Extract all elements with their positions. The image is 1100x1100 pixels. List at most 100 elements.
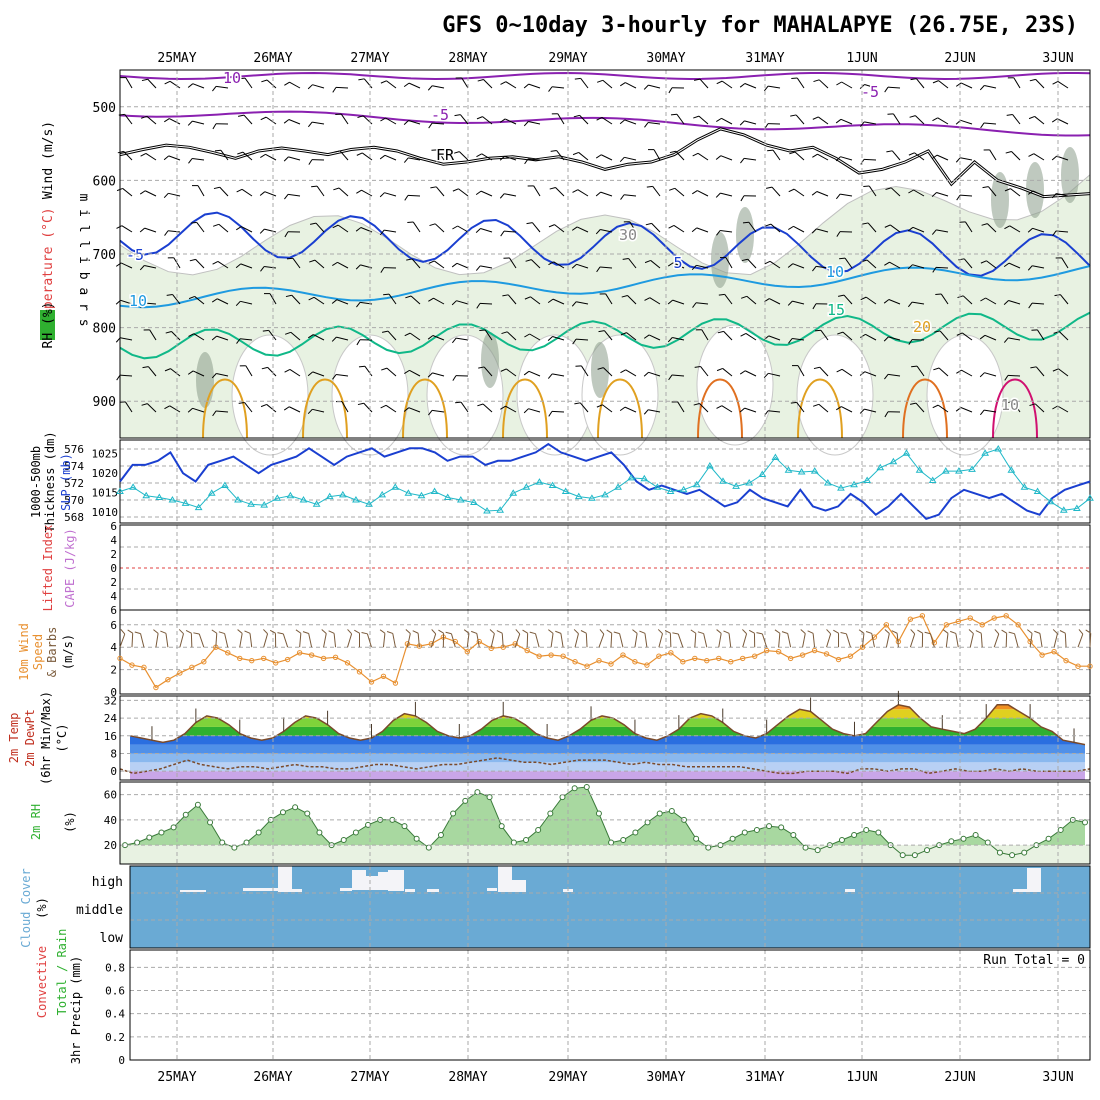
run-total-label: Run Total = 0 xyxy=(983,953,1085,968)
surface-wind-barb-flag xyxy=(690,629,697,634)
upper-wind-barb-flag xyxy=(572,151,579,156)
wind-speed-marker xyxy=(883,622,890,628)
upper-ylabel-temp: Temperature (°C) xyxy=(41,207,56,332)
slp-line xyxy=(119,442,1091,521)
upper-wind-barb xyxy=(578,152,589,161)
wind10m-panel: 0 2 4 6 10m Wind Speed & Barbs (m/s) xyxy=(17,609,1093,699)
upper-wind-barb-flag xyxy=(261,79,268,83)
upper-wind-barb xyxy=(435,186,445,197)
upper-wind-barb-flag xyxy=(787,263,794,268)
upper-wind-barb xyxy=(1061,257,1069,269)
upper-wind-barb xyxy=(336,336,349,341)
upper-wind-barb-flag xyxy=(502,294,509,297)
upper-ytick-label: 800 xyxy=(93,322,116,337)
upper-wind-barb xyxy=(433,297,445,305)
rh-marker xyxy=(766,823,773,830)
upper-wind-barb xyxy=(459,151,469,161)
upper-wind-barb-flag xyxy=(813,79,820,83)
upper-wind-barb xyxy=(144,190,157,197)
upper-wind-barb-flag xyxy=(908,339,913,345)
upper-wind-barb xyxy=(245,365,253,377)
rh-marker xyxy=(644,819,651,826)
upper-wind-barb xyxy=(121,225,133,233)
thickness-tick: 574 xyxy=(64,460,84,473)
warm-contour xyxy=(502,378,548,439)
surface-wind-barb-flag xyxy=(379,629,386,634)
rh-marker xyxy=(1009,852,1016,859)
upper-wind-barb-flag xyxy=(884,374,889,380)
wind-speed-marker xyxy=(536,653,542,659)
upper-wind-barb xyxy=(936,154,949,161)
surface-wind-barb xyxy=(263,633,269,648)
upper-wind-barb xyxy=(168,192,181,197)
wind-speed-marker xyxy=(201,659,207,665)
upper-wind-barb-flag xyxy=(646,185,653,188)
upper-wind-barb-flag xyxy=(548,224,555,228)
upper-wind-barb-flag xyxy=(958,258,965,261)
top-date-label: 1JUN xyxy=(846,51,877,66)
surface-wind-barb-flag xyxy=(445,631,452,635)
upper-wind-barb-flag xyxy=(764,260,771,265)
upper-wind-barb xyxy=(264,191,277,197)
upper-wind-barb-flag xyxy=(523,83,529,89)
cloud-patch xyxy=(487,888,497,891)
surface-wind-barb xyxy=(861,633,865,648)
temp-ylabel-part: (6hr Min/Max) xyxy=(39,691,53,785)
upper-wind-barb-flag xyxy=(139,190,146,195)
rh-marker xyxy=(158,829,165,836)
upper-wind-barb xyxy=(144,227,157,233)
upper-wind-barb xyxy=(576,263,589,269)
wind-ylabel-d: (m/s) xyxy=(61,634,75,670)
precip-ylabel-b: Total / Rain xyxy=(55,929,69,1016)
upper-wind-barb xyxy=(482,116,493,125)
upper-wind-barb-flag xyxy=(883,336,889,342)
surface-wind-barb-flag xyxy=(716,629,722,634)
upper-wind-barb xyxy=(363,78,373,89)
thickness-marker xyxy=(548,481,557,489)
surface-wind-barb xyxy=(896,633,899,648)
upper-wind-barb xyxy=(408,157,421,161)
upper-wind-barb-flag xyxy=(1051,193,1057,199)
upper-wind-barb xyxy=(340,113,349,125)
upper-wind-barb-flag xyxy=(260,153,266,158)
surface-wind-barb-flag xyxy=(515,629,521,635)
upper-wind-barb-flag xyxy=(499,193,505,199)
upper-wind-barb xyxy=(841,406,853,413)
upper-wind-barb xyxy=(529,333,541,341)
upper-wind-barb-flag xyxy=(379,192,385,198)
upper-ytick-label: 700 xyxy=(93,248,116,263)
upper-wind-barb xyxy=(240,338,253,341)
upper-wind-barb-flag xyxy=(260,266,265,272)
upper-wind-barb xyxy=(575,338,589,341)
upper-wind-barb xyxy=(1035,79,1045,89)
upper-wind-barb-flag xyxy=(380,117,386,122)
surface-wind-barb-flag xyxy=(756,632,763,635)
upper-wind-barb-flag xyxy=(142,366,149,369)
upper-wind-barb-flag xyxy=(644,259,651,264)
upper-wind-barb xyxy=(147,78,157,89)
thickness-marker xyxy=(1007,466,1016,473)
surface-wind-barb xyxy=(969,633,974,648)
surface-wind-barb xyxy=(598,633,605,648)
rh-marker xyxy=(838,837,845,844)
upper-wind-barb xyxy=(125,401,133,413)
upper-wind-barb-flag xyxy=(572,338,577,345)
upper-wind-barb-flag xyxy=(812,403,819,407)
upper-wind-barb xyxy=(457,225,469,233)
upper-wind-barb-flag xyxy=(862,222,869,225)
upper-wind-barb xyxy=(338,187,349,197)
upper-wind-barb-flag xyxy=(164,368,171,372)
upper-wind-barb xyxy=(1010,188,1021,197)
surface-wind-barb-flag xyxy=(496,630,503,634)
surface-wind-barb-flag xyxy=(218,631,225,635)
temp-line xyxy=(129,704,1086,746)
upper-wind-barb xyxy=(460,114,469,125)
surface-wind-barb-flag xyxy=(657,629,663,635)
surface-wind-barb-flag xyxy=(185,629,192,634)
upper-wind-barb-flag xyxy=(164,230,169,236)
thickness-marker xyxy=(837,484,845,491)
upper-wind-barb-flag xyxy=(956,194,961,201)
upper-wind-barb-flag xyxy=(475,228,481,233)
thickness-marker xyxy=(352,496,360,503)
top-date-label: 31MAY xyxy=(745,51,784,66)
